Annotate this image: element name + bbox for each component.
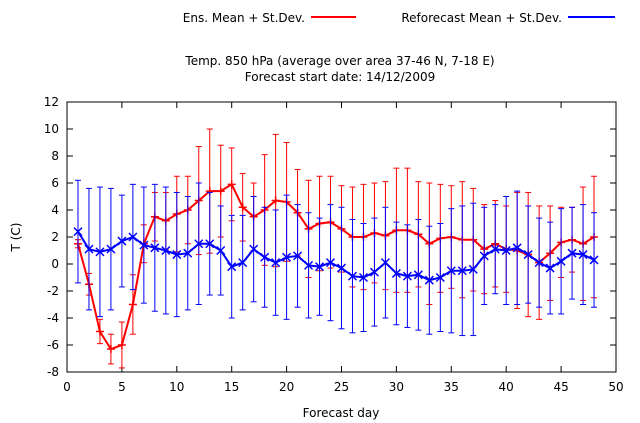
data-point-reforecast [424, 275, 434, 285]
x-tick-label: 10 [169, 380, 184, 394]
series-line-ens [77, 182, 595, 351]
data-point-reforecast [512, 243, 522, 253]
x-tick-label: 25 [334, 380, 349, 394]
data-point-reforecast [73, 227, 83, 237]
y-tick-label: -8 [47, 365, 59, 379]
x-tick-label: 45 [553, 380, 568, 394]
x-tick-label: 5 [118, 380, 126, 394]
data-point-ens [227, 180, 236, 189]
data-point-reforecast [578, 250, 588, 260]
y-tick-label: -6 [47, 338, 59, 352]
data-point-reforecast [249, 244, 259, 254]
series-line-reforecast [77, 231, 595, 282]
data-point-reforecast [183, 248, 193, 258]
x-tick-label: 40 [499, 380, 514, 394]
data-point-ens [271, 196, 280, 205]
data-point-reforecast [413, 270, 423, 280]
data-point-reforecast [161, 245, 171, 256]
data-point-reforecast [534, 258, 544, 268]
data-point-ens [216, 187, 225, 196]
data-point-reforecast [523, 250, 533, 260]
y-tick-label: 4 [51, 203, 59, 217]
data-point-reforecast [567, 248, 577, 258]
data-point-reforecast [545, 263, 555, 273]
data-point-ens [106, 345, 115, 354]
data-point-reforecast [490, 244, 500, 254]
legend: Ens. Mean + St.Dev. Reforecast Mean + St… [183, 11, 615, 25]
data-point-reforecast [402, 271, 412, 281]
data-point-reforecast [260, 252, 270, 262]
chart-subtitle: Forecast start date: 14/12/2009 [245, 70, 435, 84]
x-tick-label: 50 [608, 380, 623, 394]
data-point-reforecast [150, 243, 160, 253]
data-point-reforecast [238, 258, 248, 268]
data-point-reforecast [380, 258, 390, 268]
data-point-reforecast [589, 255, 599, 265]
y-tick-label: 0 [51, 257, 59, 271]
data-point-reforecast [95, 247, 105, 257]
data-point-reforecast [106, 244, 116, 254]
y-tick-label: -2 [47, 284, 59, 298]
y-tick-label: 8 [51, 149, 59, 163]
y-tick-label: -4 [47, 311, 59, 325]
chart-marks: -8 -6 -4 -2 0 2 4 6 8 10 12 0 5 10 15 20 25 30 35 40 45 50 [44, 95, 624, 394]
chart-title: Temp. 850 hPa (average over area 37-46 N… [184, 54, 494, 68]
data-point-reforecast [457, 266, 467, 276]
x-axis-label: Forecast day [303, 406, 380, 420]
data-point-reforecast [117, 236, 127, 246]
x-tick-label: 35 [444, 380, 459, 394]
data-point-reforecast [446, 266, 456, 276]
x-tick-label: 15 [224, 380, 239, 394]
data-point-reforecast [358, 272, 368, 283]
data-point-reforecast [194, 239, 204, 249]
x-tick-label: 30 [389, 380, 404, 394]
data-point-reforecast [369, 267, 379, 277]
data-point-reforecast [282, 252, 292, 262]
data-point-ens [238, 203, 247, 212]
data-point-reforecast [84, 244, 94, 254]
data-point-reforecast [315, 262, 325, 272]
y-tick-label: 6 [51, 176, 59, 190]
data-point-reforecast [139, 240, 149, 250]
data-point-ens [128, 300, 137, 309]
data-point-reforecast [391, 268, 401, 278]
y-tick-label: 12 [44, 95, 59, 109]
data-point-reforecast [325, 258, 336, 268]
data-point-reforecast [336, 263, 347, 273]
y-axis-label: T (C) [9, 223, 23, 253]
data-point-reforecast [128, 232, 138, 242]
x-tick-label: 0 [63, 380, 71, 394]
data-point-reforecast [468, 264, 478, 274]
data-point-reforecast [172, 250, 182, 260]
data-point-reforecast [304, 260, 314, 270]
data-point-reforecast [205, 239, 215, 249]
data-point-reforecast [435, 272, 445, 283]
data-point-reforecast [271, 258, 281, 268]
y-tick-label: 2 [51, 230, 59, 244]
data-point-ens [117, 341, 126, 349]
x-tick-label: 20 [279, 380, 294, 394]
data-point-reforecast [556, 256, 566, 266]
legend-label-ens: Ens. Mean + St.Dev. [183, 11, 305, 25]
data-point-reforecast [293, 251, 303, 261]
y-tick-label: 10 [44, 122, 59, 136]
data-point-reforecast [347, 271, 358, 281]
data-point-reforecast [479, 251, 489, 261]
data-point-reforecast [227, 262, 237, 272]
data-point-ens [95, 327, 104, 336]
legend-label-reforecast: Reforecast Mean + St.Dev. [401, 11, 562, 25]
data-point-reforecast [501, 245, 511, 256]
data-point-reforecast [216, 245, 226, 256]
